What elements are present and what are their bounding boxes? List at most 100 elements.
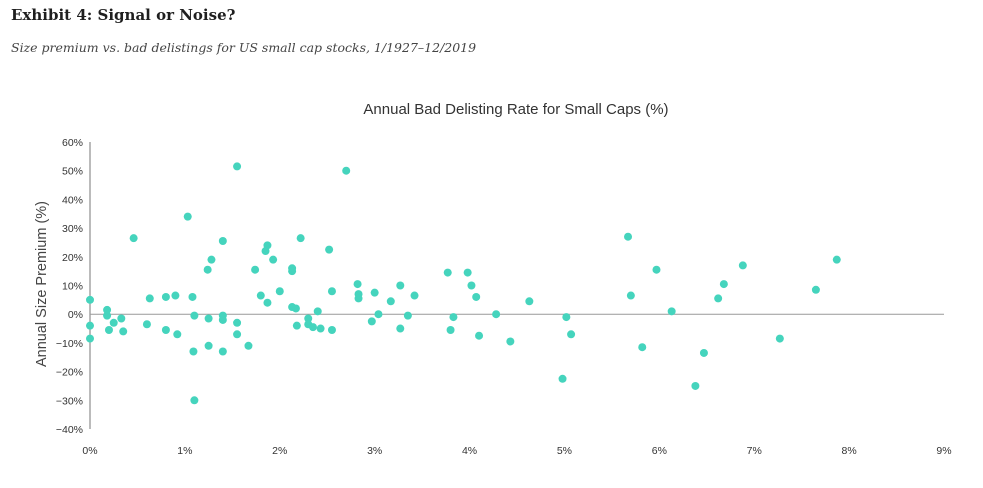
scatter-point	[327, 287, 336, 296]
scatter-point	[446, 325, 455, 334]
x-tick-label: 8%	[842, 445, 857, 457]
x-tick-label: 3%	[367, 445, 382, 457]
scatter-point	[403, 311, 412, 320]
scatter-point	[263, 241, 272, 250]
scatter-point	[171, 291, 180, 300]
x-tick-label: 0%	[82, 445, 97, 457]
scatter-point	[367, 317, 376, 326]
scatter-point	[738, 261, 747, 270]
scatter-point	[86, 321, 94, 330]
y-tick-group: 60% 50% 40% 30% 20% 10% 0% −10% −20% −30% −40%	[56, 137, 83, 436]
scatter-point	[463, 268, 472, 277]
scatter-point	[475, 331, 484, 340]
x-tick-group: 0% 1% 2% 3% 4% 5% 6% 7% 8% 9%	[82, 445, 951, 457]
scatter-point	[370, 288, 379, 297]
x-tick-label: 2%	[272, 445, 287, 457]
y-tick-label: 20%	[62, 252, 83, 264]
scatter-point	[203, 265, 212, 274]
scatter-point	[129, 234, 138, 243]
scatter-point	[256, 291, 265, 300]
y-tick-label: −30%	[56, 395, 83, 407]
scatter-point	[288, 267, 297, 276]
scatter-point	[443, 268, 452, 277]
scatter-point	[263, 298, 272, 307]
y-tick-label: 50%	[62, 166, 83, 178]
scatter-point	[316, 324, 325, 333]
y-tick-label: −10%	[56, 338, 83, 350]
scatter-point	[525, 297, 534, 306]
scatter-point	[188, 292, 197, 301]
scatter-point	[109, 318, 118, 327]
scatter-point	[667, 307, 676, 316]
scatter-point	[492, 310, 501, 319]
scatter-point	[204, 314, 213, 323]
scatter-point	[117, 314, 126, 323]
scatter-point	[342, 166, 351, 175]
scatter-point	[327, 325, 336, 334]
scatter-point	[218, 315, 227, 324]
scatter-point	[691, 381, 700, 390]
scatter-point	[410, 291, 419, 300]
scatter-point	[189, 347, 198, 356]
scatter-point	[313, 307, 322, 316]
scatter-point	[449, 313, 458, 322]
scatter-point	[233, 330, 242, 339]
scatter-point	[291, 304, 300, 313]
scatter-point	[218, 347, 227, 356]
scatter-point	[292, 321, 301, 330]
y-tick-label: 10%	[62, 281, 83, 293]
scatter-point	[719, 280, 728, 289]
scatter-point	[699, 348, 708, 357]
scatter-point	[207, 255, 216, 264]
x-tick-label: 9%	[936, 445, 951, 457]
scatter-point	[467, 281, 476, 290]
point-group	[86, 162, 841, 405]
y-tick-label: 30%	[62, 223, 83, 235]
scatter-point	[374, 310, 383, 319]
y-tick-label: 40%	[62, 194, 83, 206]
scatter-point	[396, 281, 405, 290]
scatter-point	[325, 245, 334, 254]
scatter-point	[558, 374, 567, 383]
scatter-point	[714, 294, 723, 303]
x-tick-label: 5%	[557, 445, 572, 457]
scatter-point	[142, 320, 151, 329]
scatter-point	[119, 327, 128, 336]
scatter-point	[275, 287, 284, 296]
scatter-point	[190, 311, 199, 320]
scatter-point	[775, 334, 784, 343]
scatter-point	[562, 313, 571, 322]
scatter-point	[811, 285, 820, 294]
scatter-point	[183, 212, 192, 221]
scatter-point	[233, 318, 242, 327]
scatter-point	[204, 341, 213, 350]
chart-title: Annual Bad Delisting Rate for Small Caps…	[363, 101, 668, 118]
scatter-point	[233, 162, 242, 171]
exhibit-title: Exhibit 4: Signal or Noise?	[11, 6, 236, 24]
scatter-point	[269, 255, 278, 264]
scatter-point	[472, 292, 481, 301]
scatter-point	[103, 305, 112, 314]
scatter-point	[145, 294, 154, 303]
scatter-point	[304, 314, 313, 323]
scatter-point	[506, 337, 515, 346]
x-tick-label: 7%	[747, 445, 762, 457]
scatter-point	[832, 255, 841, 264]
y-tick-label: −40%	[56, 424, 83, 436]
scatter-point	[173, 330, 182, 339]
scatter-point	[626, 291, 635, 300]
y-tick-label: 60%	[62, 137, 83, 149]
scatter-point	[86, 334, 94, 343]
y-tick-label: 0%	[68, 309, 83, 321]
scatter-point	[161, 292, 170, 301]
y-axis-label: Annual Size Premium (%)	[34, 201, 50, 367]
scatter-point	[296, 234, 305, 243]
scatter-point	[638, 343, 647, 352]
scatter-point	[354, 294, 363, 303]
scatter-point	[386, 297, 395, 306]
scatter-point	[190, 396, 199, 405]
x-tick-label: 4%	[462, 445, 477, 457]
scatter-point	[652, 265, 661, 274]
scatter-point	[567, 330, 576, 339]
